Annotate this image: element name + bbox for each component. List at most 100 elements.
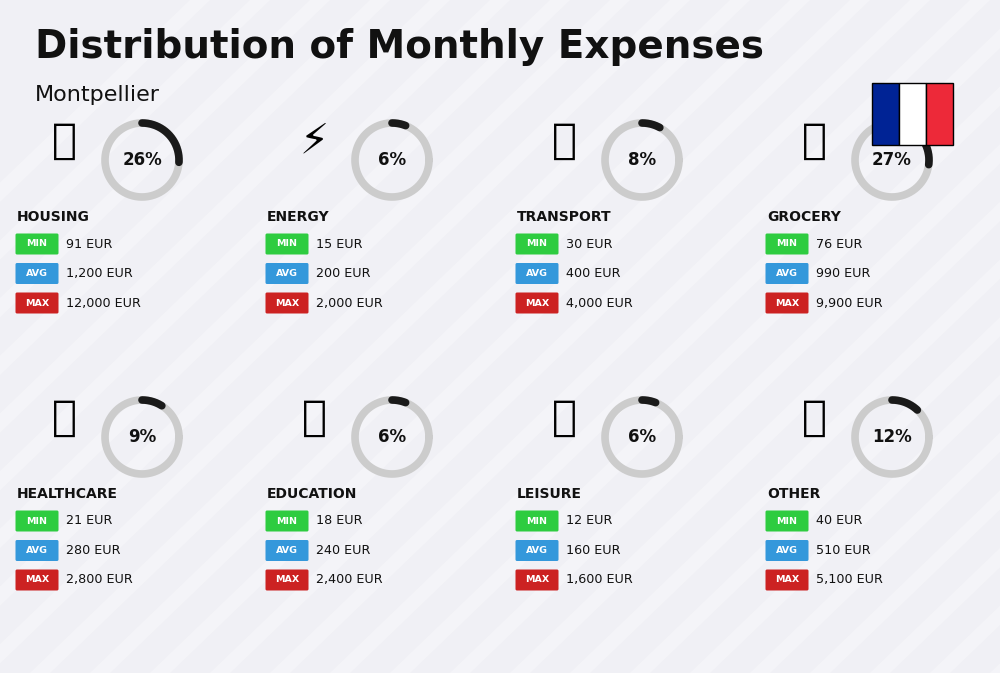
FancyBboxPatch shape bbox=[516, 293, 558, 314]
FancyBboxPatch shape bbox=[926, 83, 953, 145]
Text: 1,200 EUR: 1,200 EUR bbox=[66, 267, 133, 280]
Text: 30 EUR: 30 EUR bbox=[566, 238, 612, 250]
Text: AVG: AVG bbox=[276, 269, 298, 278]
Text: 21 EUR: 21 EUR bbox=[66, 514, 112, 528]
FancyBboxPatch shape bbox=[266, 234, 308, 254]
Text: MIN: MIN bbox=[526, 240, 548, 248]
Text: 6%: 6% bbox=[378, 151, 406, 169]
FancyBboxPatch shape bbox=[15, 234, 58, 254]
Text: Montpellier: Montpellier bbox=[35, 85, 160, 105]
Text: 2,400 EUR: 2,400 EUR bbox=[316, 573, 383, 586]
Text: 240 EUR: 240 EUR bbox=[316, 544, 370, 557]
Text: 76 EUR: 76 EUR bbox=[816, 238, 862, 250]
Text: MAX: MAX bbox=[525, 299, 549, 308]
Text: MIN: MIN bbox=[276, 516, 298, 526]
Text: MIN: MIN bbox=[26, 516, 48, 526]
Text: AVG: AVG bbox=[526, 546, 548, 555]
Text: 160 EUR: 160 EUR bbox=[566, 544, 620, 557]
Text: AVG: AVG bbox=[776, 546, 798, 555]
FancyBboxPatch shape bbox=[15, 293, 58, 314]
Text: HEALTHCARE: HEALTHCARE bbox=[17, 487, 118, 501]
Text: MIN: MIN bbox=[276, 240, 298, 248]
FancyBboxPatch shape bbox=[15, 540, 58, 561]
Text: 1,600 EUR: 1,600 EUR bbox=[566, 573, 633, 586]
Text: 🛒: 🛒 bbox=[802, 120, 826, 162]
FancyBboxPatch shape bbox=[516, 263, 558, 284]
FancyBboxPatch shape bbox=[266, 293, 308, 314]
FancyBboxPatch shape bbox=[899, 83, 926, 145]
FancyBboxPatch shape bbox=[516, 540, 558, 561]
Text: 🎓: 🎓 bbox=[302, 397, 326, 439]
Text: 27%: 27% bbox=[872, 151, 912, 169]
Text: 9,900 EUR: 9,900 EUR bbox=[816, 297, 883, 310]
FancyBboxPatch shape bbox=[15, 263, 58, 284]
Text: MAX: MAX bbox=[275, 575, 299, 584]
Text: AVG: AVG bbox=[526, 269, 548, 278]
Text: 18 EUR: 18 EUR bbox=[316, 514, 362, 528]
Text: ⚡: ⚡ bbox=[299, 120, 329, 162]
Text: 26%: 26% bbox=[122, 151, 162, 169]
Text: 8%: 8% bbox=[628, 151, 656, 169]
Text: ENERGY: ENERGY bbox=[267, 210, 330, 224]
Text: Distribution of Monthly Expenses: Distribution of Monthly Expenses bbox=[35, 28, 764, 66]
Text: 6%: 6% bbox=[378, 428, 406, 446]
FancyBboxPatch shape bbox=[15, 569, 58, 590]
FancyBboxPatch shape bbox=[266, 511, 308, 532]
FancyBboxPatch shape bbox=[516, 234, 558, 254]
Text: AVG: AVG bbox=[26, 546, 48, 555]
Text: 🏥: 🏥 bbox=[52, 397, 76, 439]
Text: 5,100 EUR: 5,100 EUR bbox=[816, 573, 883, 586]
FancyBboxPatch shape bbox=[516, 569, 558, 590]
FancyBboxPatch shape bbox=[15, 511, 58, 532]
FancyBboxPatch shape bbox=[266, 263, 308, 284]
Text: 2,800 EUR: 2,800 EUR bbox=[66, 573, 133, 586]
Text: 91 EUR: 91 EUR bbox=[66, 238, 112, 250]
Text: MAX: MAX bbox=[775, 575, 799, 584]
Text: MAX: MAX bbox=[275, 299, 299, 308]
Text: 12 EUR: 12 EUR bbox=[566, 514, 612, 528]
FancyBboxPatch shape bbox=[766, 511, 809, 532]
Text: 510 EUR: 510 EUR bbox=[816, 544, 871, 557]
Text: 4,000 EUR: 4,000 EUR bbox=[566, 297, 633, 310]
Text: GROCERY: GROCERY bbox=[767, 210, 841, 224]
Text: 🚌: 🚌 bbox=[552, 120, 576, 162]
Text: MAX: MAX bbox=[775, 299, 799, 308]
Text: 9%: 9% bbox=[128, 428, 156, 446]
Text: MAX: MAX bbox=[25, 575, 49, 584]
Text: MIN: MIN bbox=[776, 240, 798, 248]
Text: 40 EUR: 40 EUR bbox=[816, 514, 862, 528]
Text: 12,000 EUR: 12,000 EUR bbox=[66, 297, 141, 310]
FancyBboxPatch shape bbox=[766, 569, 809, 590]
Text: MAX: MAX bbox=[525, 575, 549, 584]
FancyBboxPatch shape bbox=[766, 540, 809, 561]
Text: MIN: MIN bbox=[26, 240, 48, 248]
Text: 6%: 6% bbox=[628, 428, 656, 446]
Text: 990 EUR: 990 EUR bbox=[816, 267, 870, 280]
Text: HOUSING: HOUSING bbox=[17, 210, 90, 224]
Text: EDUCATION: EDUCATION bbox=[267, 487, 357, 501]
Text: 15 EUR: 15 EUR bbox=[316, 238, 362, 250]
FancyBboxPatch shape bbox=[266, 540, 308, 561]
Text: 2,000 EUR: 2,000 EUR bbox=[316, 297, 383, 310]
FancyBboxPatch shape bbox=[766, 293, 809, 314]
Text: MIN: MIN bbox=[776, 516, 798, 526]
Text: MIN: MIN bbox=[526, 516, 548, 526]
Text: 🏢: 🏢 bbox=[52, 120, 76, 162]
Text: AVG: AVG bbox=[26, 269, 48, 278]
Text: 280 EUR: 280 EUR bbox=[66, 544, 120, 557]
Text: 200 EUR: 200 EUR bbox=[316, 267, 370, 280]
Text: 400 EUR: 400 EUR bbox=[566, 267, 620, 280]
Text: AVG: AVG bbox=[276, 546, 298, 555]
Text: LEISURE: LEISURE bbox=[517, 487, 582, 501]
Text: 💰: 💰 bbox=[802, 397, 826, 439]
Text: MAX: MAX bbox=[25, 299, 49, 308]
FancyBboxPatch shape bbox=[872, 83, 899, 145]
FancyBboxPatch shape bbox=[516, 511, 558, 532]
Text: AVG: AVG bbox=[776, 269, 798, 278]
FancyBboxPatch shape bbox=[766, 234, 809, 254]
FancyBboxPatch shape bbox=[766, 263, 809, 284]
Text: OTHER: OTHER bbox=[767, 487, 820, 501]
Text: 12%: 12% bbox=[872, 428, 912, 446]
FancyBboxPatch shape bbox=[266, 569, 308, 590]
Text: TRANSPORT: TRANSPORT bbox=[517, 210, 612, 224]
